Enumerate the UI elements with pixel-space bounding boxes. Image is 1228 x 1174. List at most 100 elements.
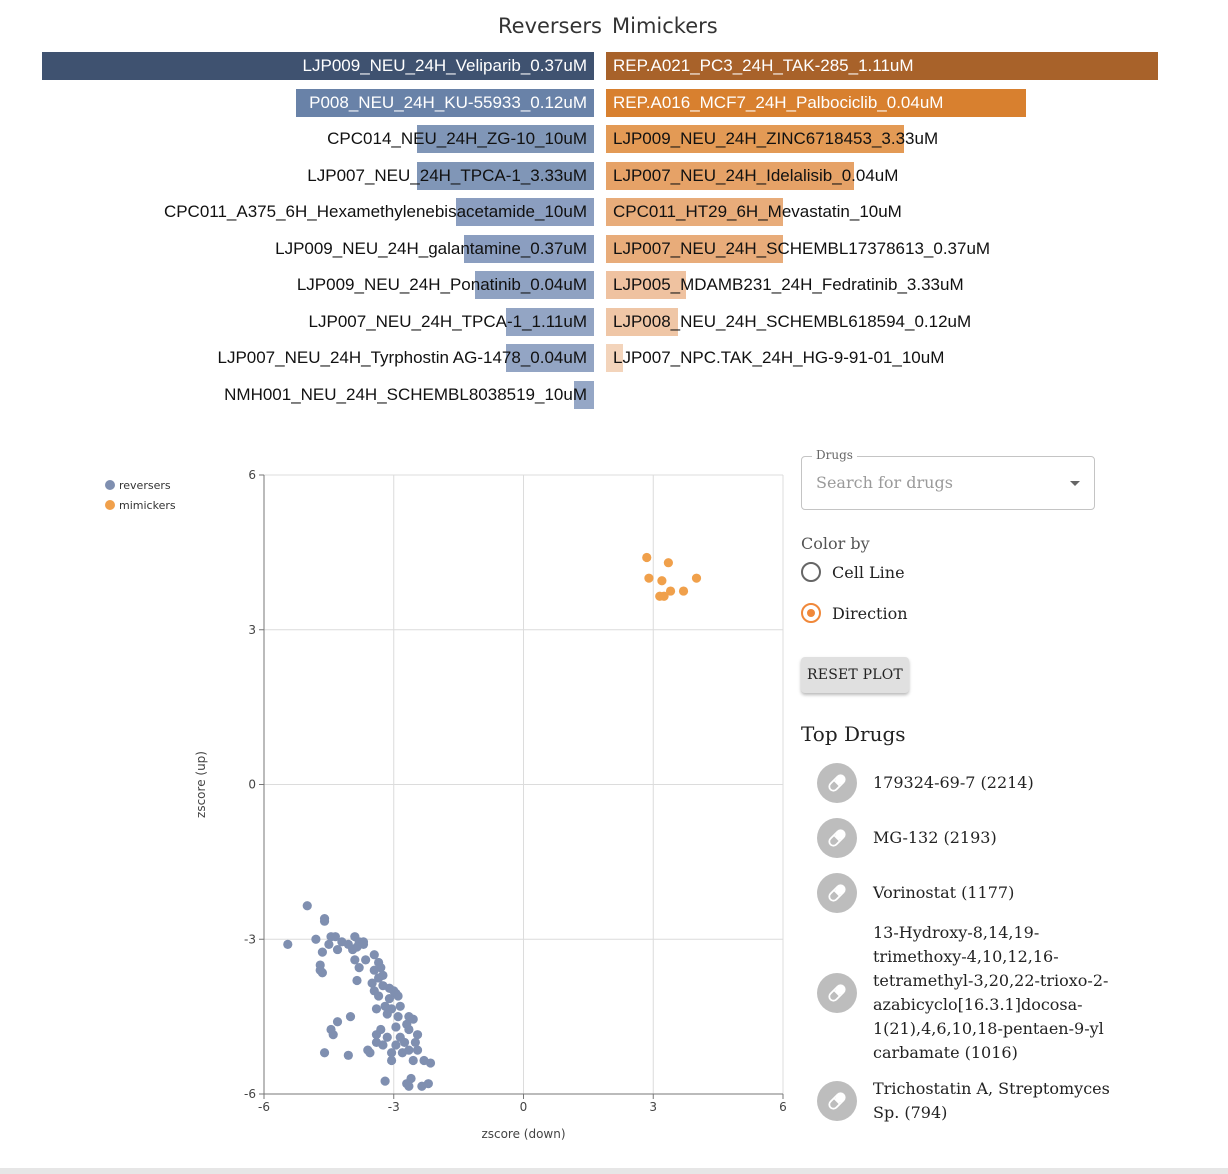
- reverser-bar-row[interactable]: CPC014_NEU_24H_ZG-10_10uM: [0, 125, 594, 153]
- scatter-svg[interactable]: -6 -3 0 3 6 6 3 0 -3 -6 zscore (down) zscore (up) re…: [0, 440, 790, 1160]
- reverser-bar-row[interactable]: LJP007_NEU_24H_Tyrphostin AG-1478_0.04uM: [0, 344, 594, 372]
- reverser-point[interactable]: [369, 965, 379, 975]
- mimicker-point[interactable]: [644, 573, 654, 583]
- reverser-point[interactable]: [361, 955, 371, 965]
- top-drug-item[interactable]: Trichostatin A, Streptomyces Sp. (794): [817, 1077, 1123, 1125]
- reverser-bar-row[interactable]: LJP009_NEU_24H_Ponatinib_0.04uM: [0, 271, 594, 299]
- reverser-point[interactable]: [399, 1037, 410, 1048]
- reverser-point[interactable]: [317, 968, 327, 978]
- reverser-point[interactable]: [384, 993, 395, 1004]
- reverser-point[interactable]: [386, 1048, 397, 1058]
- reverser-bar-row[interactable]: CPC011_A375_6H_Hexamethylenebisacetamide…: [0, 198, 594, 226]
- reverser-point[interactable]: [311, 934, 321, 944]
- mimicker-bar-row[interactable]: CPC011_HT29_6H_Mevastatin_10uM: [606, 198, 1166, 226]
- mimicker-bar-row[interactable]: LJP007_NEU_24H_Idelalisib_0.04uM: [606, 161, 1166, 190]
- reverser-bar-row[interactable]: LJP009_NEU_24H_Veliparib_0.37uM: [0, 52, 594, 80]
- drug-search-select[interactable]: Drugs Search for drugs: [801, 448, 1095, 510]
- reset-plot-button[interactable]: RESET PLOT: [801, 657, 909, 693]
- reverser-point[interactable]: [395, 1001, 405, 1011]
- top-drug-item[interactable]: 13-Hydroxy-8,14,19-trimethoxy-4,10,12,16…: [817, 923, 1123, 1062]
- reverser-point[interactable]: [319, 1048, 330, 1058]
- reverser-point[interactable]: [391, 1040, 401, 1050]
- mimicker-bar-row[interactable]: REP.A021_PC3_24H_TAK-285_1.11uM: [606, 52, 1166, 80]
- reverser-point[interactable]: [378, 981, 388, 991]
- reverser-point[interactable]: [393, 991, 403, 1001]
- reverser-point[interactable]: [328, 1030, 338, 1040]
- reverser-bar-row[interactable]: P008_NEU_24H_KU-55933_0.12uM: [0, 88, 594, 117]
- reverser-point[interactable]: [367, 978, 377, 988]
- reverser-point[interactable]: [371, 1004, 382, 1014]
- reverser-point[interactable]: [332, 944, 343, 955]
- reverser-point[interactable]: [352, 975, 362, 986]
- reverser-point[interactable]: [317, 947, 327, 957]
- reverser-point[interactable]: [350, 955, 360, 965]
- radio-direction-label[interactable]: Direction: [832, 603, 908, 623]
- reverser-bar-row[interactable]: LJP007_NEU_24H_TPCA-1_1.11uM: [0, 307, 594, 336]
- radio-cell-line[interactable]: Cell Line: [801, 560, 905, 584]
- reverser-bar[interactable]: [42, 52, 594, 80]
- mimicker-bar[interactable]: [606, 125, 905, 153]
- reverser-point[interactable]: [412, 1045, 423, 1055]
- reverser-point[interactable]: [412, 1030, 423, 1040]
- reverser-point[interactable]: [382, 1032, 392, 1042]
- reverser-point[interactable]: [402, 1079, 412, 1089]
- mimicker-point[interactable]: [657, 576, 667, 586]
- top-drug-item[interactable]: 179324-69-7 (2214): [817, 761, 1123, 805]
- reverser-point[interactable]: [393, 1012, 403, 1022]
- mimicker-bar-row[interactable]: LJP007_NPC.TAK_24H_HG-9-91-01_10uM: [606, 344, 1166, 372]
- mimicker-bar-row[interactable]: LJP009_NEU_24H_ZINC6718453_3.33uM: [606, 125, 1166, 153]
- mimicker-point[interactable]: [642, 552, 652, 563]
- reverser-bar[interactable]: [475, 271, 594, 299]
- mimicker-bar[interactable]: [606, 52, 1158, 80]
- mimicker-point[interactable]: [665, 586, 676, 596]
- mimicker-point[interactable]: [655, 591, 665, 601]
- reverser-bar[interactable]: [505, 344, 594, 372]
- reverser-point[interactable]: [374, 973, 384, 983]
- radio-cell-line-label[interactable]: Cell Line: [832, 562, 905, 582]
- reverser-point[interactable]: [425, 1058, 436, 1068]
- radio-unchecked-icon[interactable]: [801, 562, 821, 582]
- reverser-point[interactable]: [324, 939, 334, 950]
- reverser-bar-row[interactable]: LJP007_NEU_24H_TPCA-1_3.33uM: [0, 161, 594, 190]
- mimicker-bar-row[interactable]: LJP007_NEU_24H_SCHEMBL17378613_0.37uM: [606, 234, 1166, 263]
- reverser-point[interactable]: [382, 1009, 392, 1019]
- reverser-bar[interactable]: [417, 161, 594, 190]
- reverser-bar[interactable]: [456, 198, 594, 226]
- reverser-point[interactable]: [348, 944, 358, 955]
- reverser-point[interactable]: [408, 1055, 418, 1066]
- reverser-bar[interactable]: [417, 125, 594, 153]
- reverser-point[interactable]: [408, 1014, 418, 1024]
- mimicker-bar[interactable]: [606, 307, 678, 336]
- mimicker-bar[interactable]: [606, 198, 783, 226]
- reverser-point[interactable]: [319, 916, 330, 926]
- mimicker-point[interactable]: [663, 558, 673, 568]
- mimicker-point[interactable]: [678, 586, 689, 596]
- dropdown-arrow-icon[interactable]: [1070, 481, 1080, 486]
- reverser-point[interactable]: [391, 1022, 401, 1032]
- radio-direction[interactable]: Direction: [801, 601, 908, 625]
- reverser-point[interactable]: [345, 1012, 356, 1022]
- reverser-point[interactable]: [343, 1050, 353, 1060]
- top-drug-item[interactable]: Vorinostat (1177): [817, 871, 1123, 915]
- mimicker-bar[interactable]: [606, 234, 783, 263]
- mimicker-bar-row[interactable]: REP.A016_MCF7_24H_Palbociclib_0.04uM: [606, 88, 1166, 117]
- top-drug-item[interactable]: MG-132 (2193): [817, 816, 1123, 860]
- reverser-point[interactable]: [369, 950, 379, 960]
- reverser-point[interactable]: [410, 1037, 420, 1048]
- radio-checked-icon[interactable]: [801, 603, 821, 623]
- reverser-bar[interactable]: [464, 234, 594, 263]
- reverser-point[interactable]: [423, 1079, 433, 1089]
- mimicker-bar-row[interactable]: LJP008_NEU_24H_SCHEMBL618594_0.12uM: [606, 307, 1166, 336]
- reverser-point[interactable]: [283, 939, 293, 950]
- mimicker-bar-row[interactable]: LJP005_MDAMB231_24H_Fedratinib_3.33uM: [606, 271, 1166, 299]
- reverser-point[interactable]: [404, 1045, 414, 1055]
- scatter-plot[interactable]: -6 -3 0 3 6 6 3 0 -3 -6 zscore (down) zscore (up) re…: [0, 440, 790, 1160]
- reverser-point[interactable]: [374, 991, 384, 1001]
- reverser-point[interactable]: [404, 1024, 414, 1035]
- reverser-bar[interactable]: [505, 307, 594, 336]
- reverser-point[interactable]: [330, 932, 340, 942]
- reverser-point[interactable]: [380, 1076, 390, 1086]
- reverser-bar[interactable]: [573, 380, 594, 409]
- reverser-point[interactable]: [386, 1055, 397, 1066]
- reverser-point[interactable]: [371, 1037, 382, 1048]
